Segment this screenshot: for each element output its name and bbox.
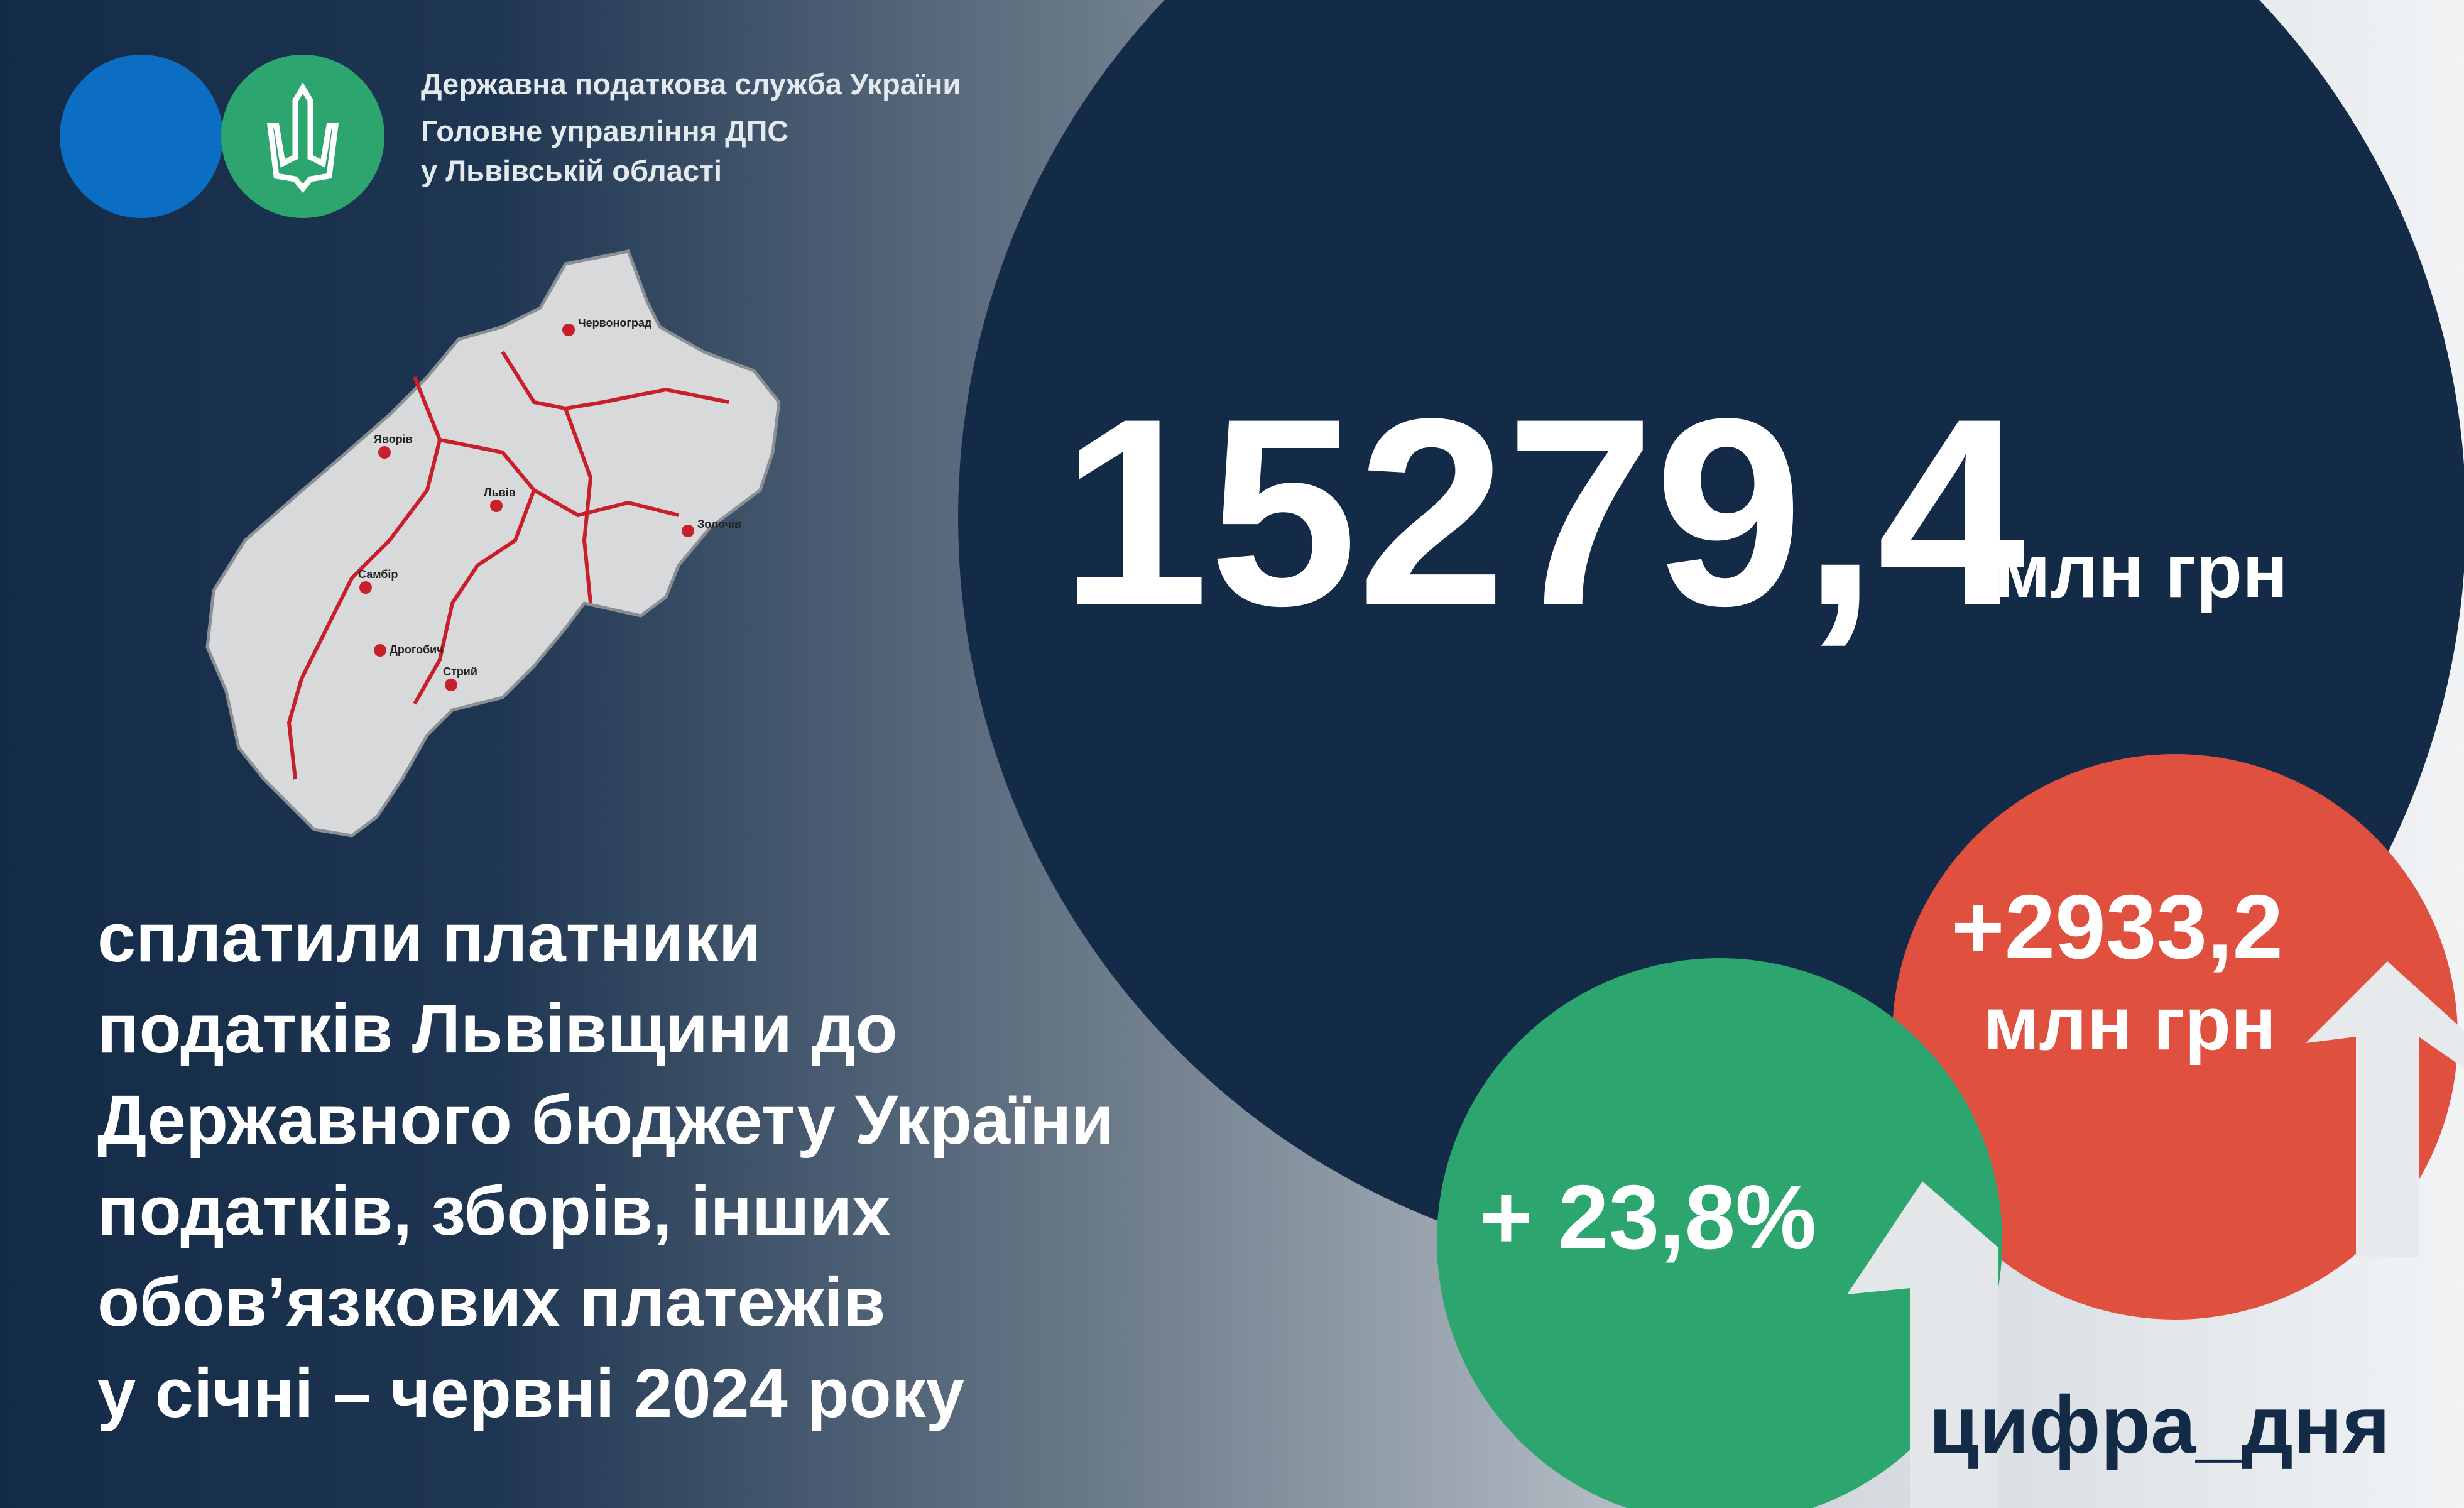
region-map: Червоноград Яворів Львів Золочів Самбір … [205,249,781,838]
arrow [1847,1181,1998,1508]
growth-value: + 23,8% [1480,1166,1816,1268]
increase-value: +2933,2 [1951,876,2283,978]
city-label: Львів [484,486,516,499]
description-line: податків, зборів, інших [97,1172,890,1250]
description-line: сплатили платники [97,899,761,976]
description-line: податків Львівщини до [97,990,898,1068]
description-line: Державного бюджету України [97,1081,1114,1159]
header-line: Державна податкова служба України [421,67,961,101]
trident [266,82,339,194]
main-value: 15279,4 [1060,363,2027,662]
description: сплатили платники податків Львівщини до … [97,899,1114,1432]
city-label: Самбір [358,568,398,581]
city-label: Стрий [443,665,477,678]
hashtag: цифра_дня [1929,1379,2390,1470]
description-line: обов’язкових платежів [97,1264,885,1341]
city-label: Яворів [374,433,413,445]
logo-green [221,55,384,218]
increase-circle [1892,754,2458,1320]
growth-circle [1437,958,2002,1508]
arrow [2306,961,2464,1257]
header-line: у Львівській області [421,154,722,187]
increase-unit: млн грн [1983,981,2277,1066]
city-label: Дрогобич [390,643,444,656]
header: Державна податкова служба України Головн… [421,67,961,187]
logo-blue [60,55,223,218]
description-line: у січні – червні 2024 року [97,1355,964,1432]
city-label: Золочів [697,518,741,530]
city-label: Червоноград [578,317,652,329]
main-unit: млн грн [1995,529,2288,613]
header-line: Головне управління ДПС [421,114,788,148]
